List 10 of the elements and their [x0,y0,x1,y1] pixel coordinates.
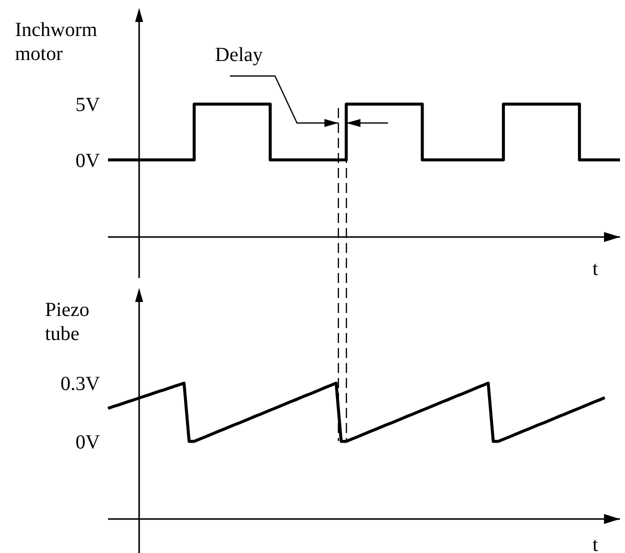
y-tick-label: 5V [76,94,101,116]
y-tick-label: 0V [76,431,101,454]
x-axis-title: t [592,258,598,280]
y-axis-title: Piezo tube [45,298,90,346]
y-axis-title: Inchworm motor [15,18,98,66]
annotation: Delay [215,44,263,67]
line-series [106,382,606,443]
y-tick-label: 0V [76,150,101,172]
y-tick-label: 0.3V [60,373,101,396]
x-axis-title: t [592,534,598,553]
